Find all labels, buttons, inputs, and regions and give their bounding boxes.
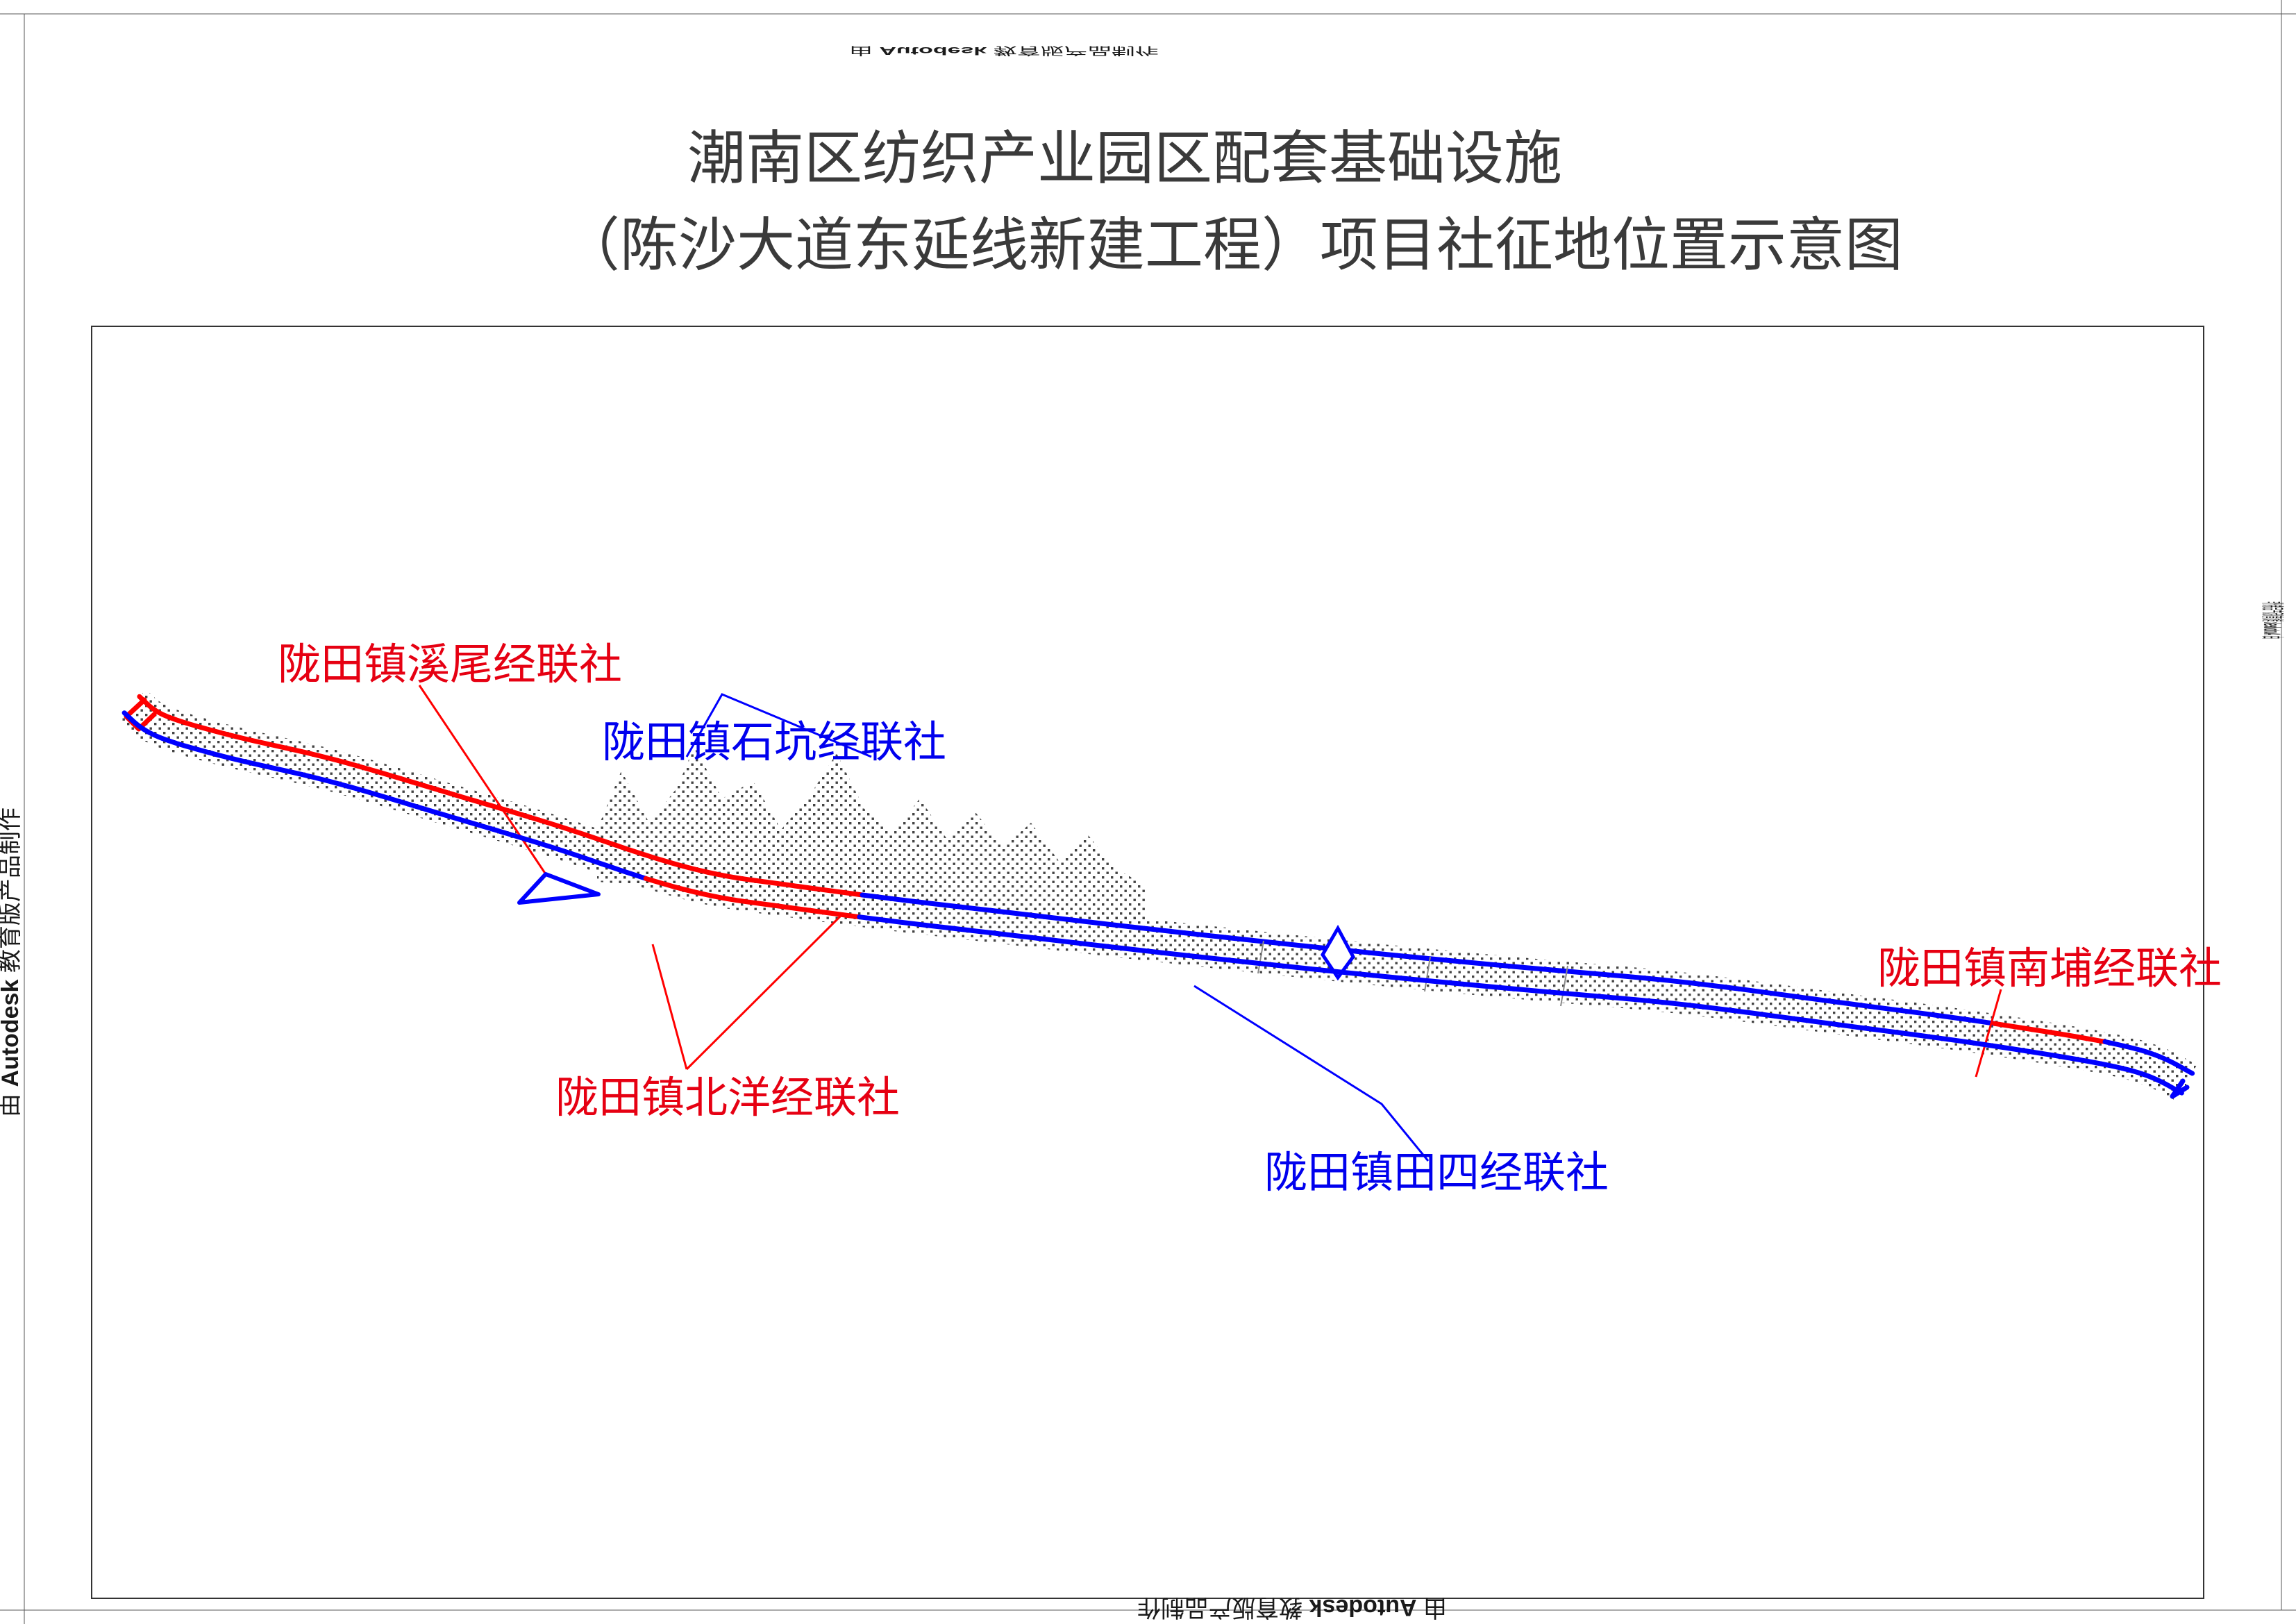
- svg-text:陇田镇溪尾经联社: 陇田镇溪尾经联社: [278, 642, 622, 689]
- svg-text:潮南区纺织产业园区配套基础设施: 潮南区纺织产业园区配套基础设施: [687, 127, 1562, 192]
- svg-text:（陈沙大道东延线新建工程）项目社征地位置示意图: （陈沙大道东延线新建工程）项目社征地位置示意图: [562, 214, 1903, 278]
- svg-text:由 Autodesk 教育版产品制作: 由 Autodesk 教育版产品制作: [2259, 602, 2285, 639]
- svg-text:陇田镇田四经联社: 陇田镇田四经联社: [1264, 1150, 1609, 1197]
- svg-text:陇田镇石坑经联社: 陇田镇石坑经联社: [602, 719, 946, 767]
- svg-text:由 Autodesk 教育版产品制作: 由 Autodesk 教育版产品制作: [1137, 1594, 1447, 1621]
- svg-text:由 Autodesk 教育版产品制作: 由 Autodesk 教育版产品制作: [0, 807, 24, 1117]
- svg-text:由 Autodesk 教育版产品制作: 由 Autodesk 教育版产品制作: [849, 45, 1159, 57]
- svg-text:陇田镇南埔经联社: 陇田镇南埔经联社: [1877, 946, 2222, 993]
- svg-text:陇田镇北洋经联社: 陇田镇北洋经联社: [555, 1075, 900, 1122]
